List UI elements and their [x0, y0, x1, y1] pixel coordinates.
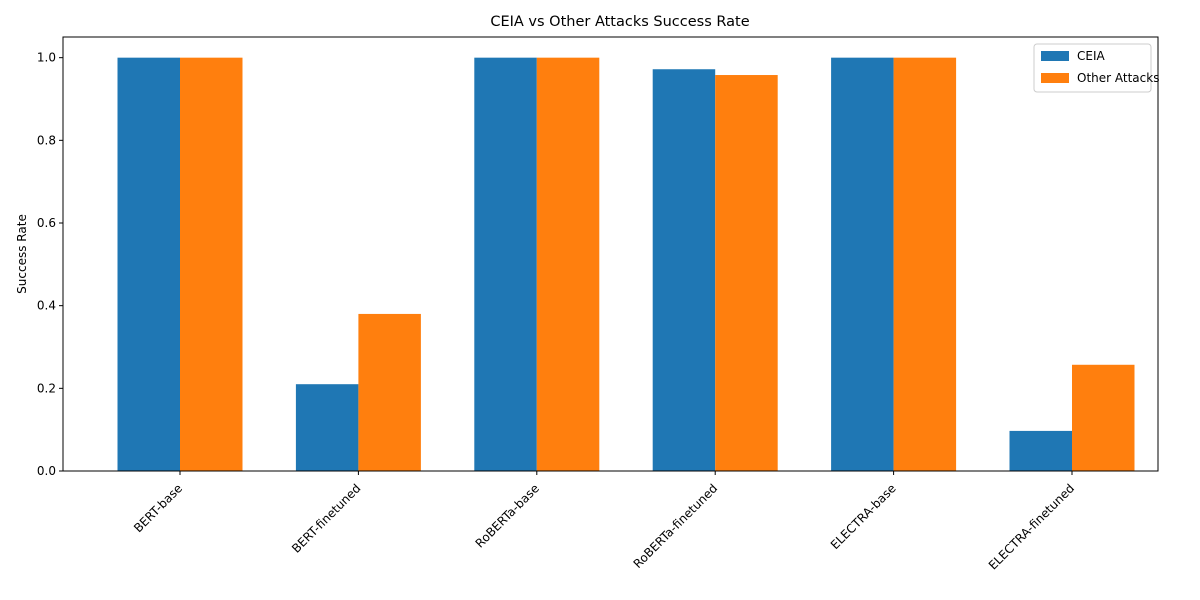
- x-tick-label: ELECTRA-finetuned: [986, 481, 1077, 572]
- bar-ceia-bert-base: [117, 57, 180, 472]
- legend-swatch-ceia: [1041, 51, 1069, 61]
- bar-other-attacks-electra-finetuned: [1072, 364, 1135, 471]
- y-axis: 0.0 0.2 0.4 0.6 0.8 1.0: [37, 51, 63, 478]
- legend-label-other-attacks: Other Attacks: [1077, 71, 1159, 85]
- y-tick-label: 0.0: [37, 464, 56, 478]
- x-tick-label: ELECTRA-base: [828, 481, 899, 552]
- x-tick-label: BERT-base: [131, 481, 185, 535]
- bar-ceia-roberta-base: [474, 57, 537, 472]
- x-axis: BERT-base BERT-finetuned RoBERTa-base RoBER…: [131, 471, 1077, 573]
- y-tick-label: 1.0: [37, 51, 56, 65]
- x-tick-label: RoBERTa-base: [473, 481, 542, 550]
- bar-other-attacks-bert-finetuned: [358, 313, 421, 471]
- bar-other-attacks-electra-base: [893, 57, 957, 472]
- bar-other-attacks-bert-base: [180, 57, 243, 472]
- y-tick-label: 0.2: [37, 381, 56, 395]
- legend-swatch-other-attacks: [1041, 73, 1069, 83]
- bar-ceia-electra-finetuned: [1009, 430, 1072, 471]
- bar-ceia-electra-base: [831, 57, 894, 472]
- bar-ceia-roberta-finetuned: [652, 69, 716, 472]
- chart-title: CEIA vs Other Attacks Success Rate: [490, 14, 749, 30]
- legend: CEIA Other Attacks: [1033, 43, 1159, 93]
- legend-label-ceia: CEIA: [1077, 49, 1106, 63]
- bars: [117, 57, 1135, 472]
- bar-ceia-bert-finetuned: [295, 384, 359, 471]
- bar-other-attacks-roberta-base: [536, 57, 600, 472]
- y-tick-label: 0.8: [37, 133, 56, 147]
- x-tick-label: BERT-finetuned: [289, 481, 363, 555]
- bar-other-attacks-roberta-finetuned: [715, 75, 778, 471]
- plot-frame: [62, 36, 1159, 472]
- y-tick-label: 0.6: [37, 216, 56, 230]
- y-axis-title: Success Rate: [15, 214, 29, 294]
- x-tick-label: RoBERTa-finetuned: [631, 481, 721, 571]
- y-tick-label: 0.4: [37, 299, 56, 313]
